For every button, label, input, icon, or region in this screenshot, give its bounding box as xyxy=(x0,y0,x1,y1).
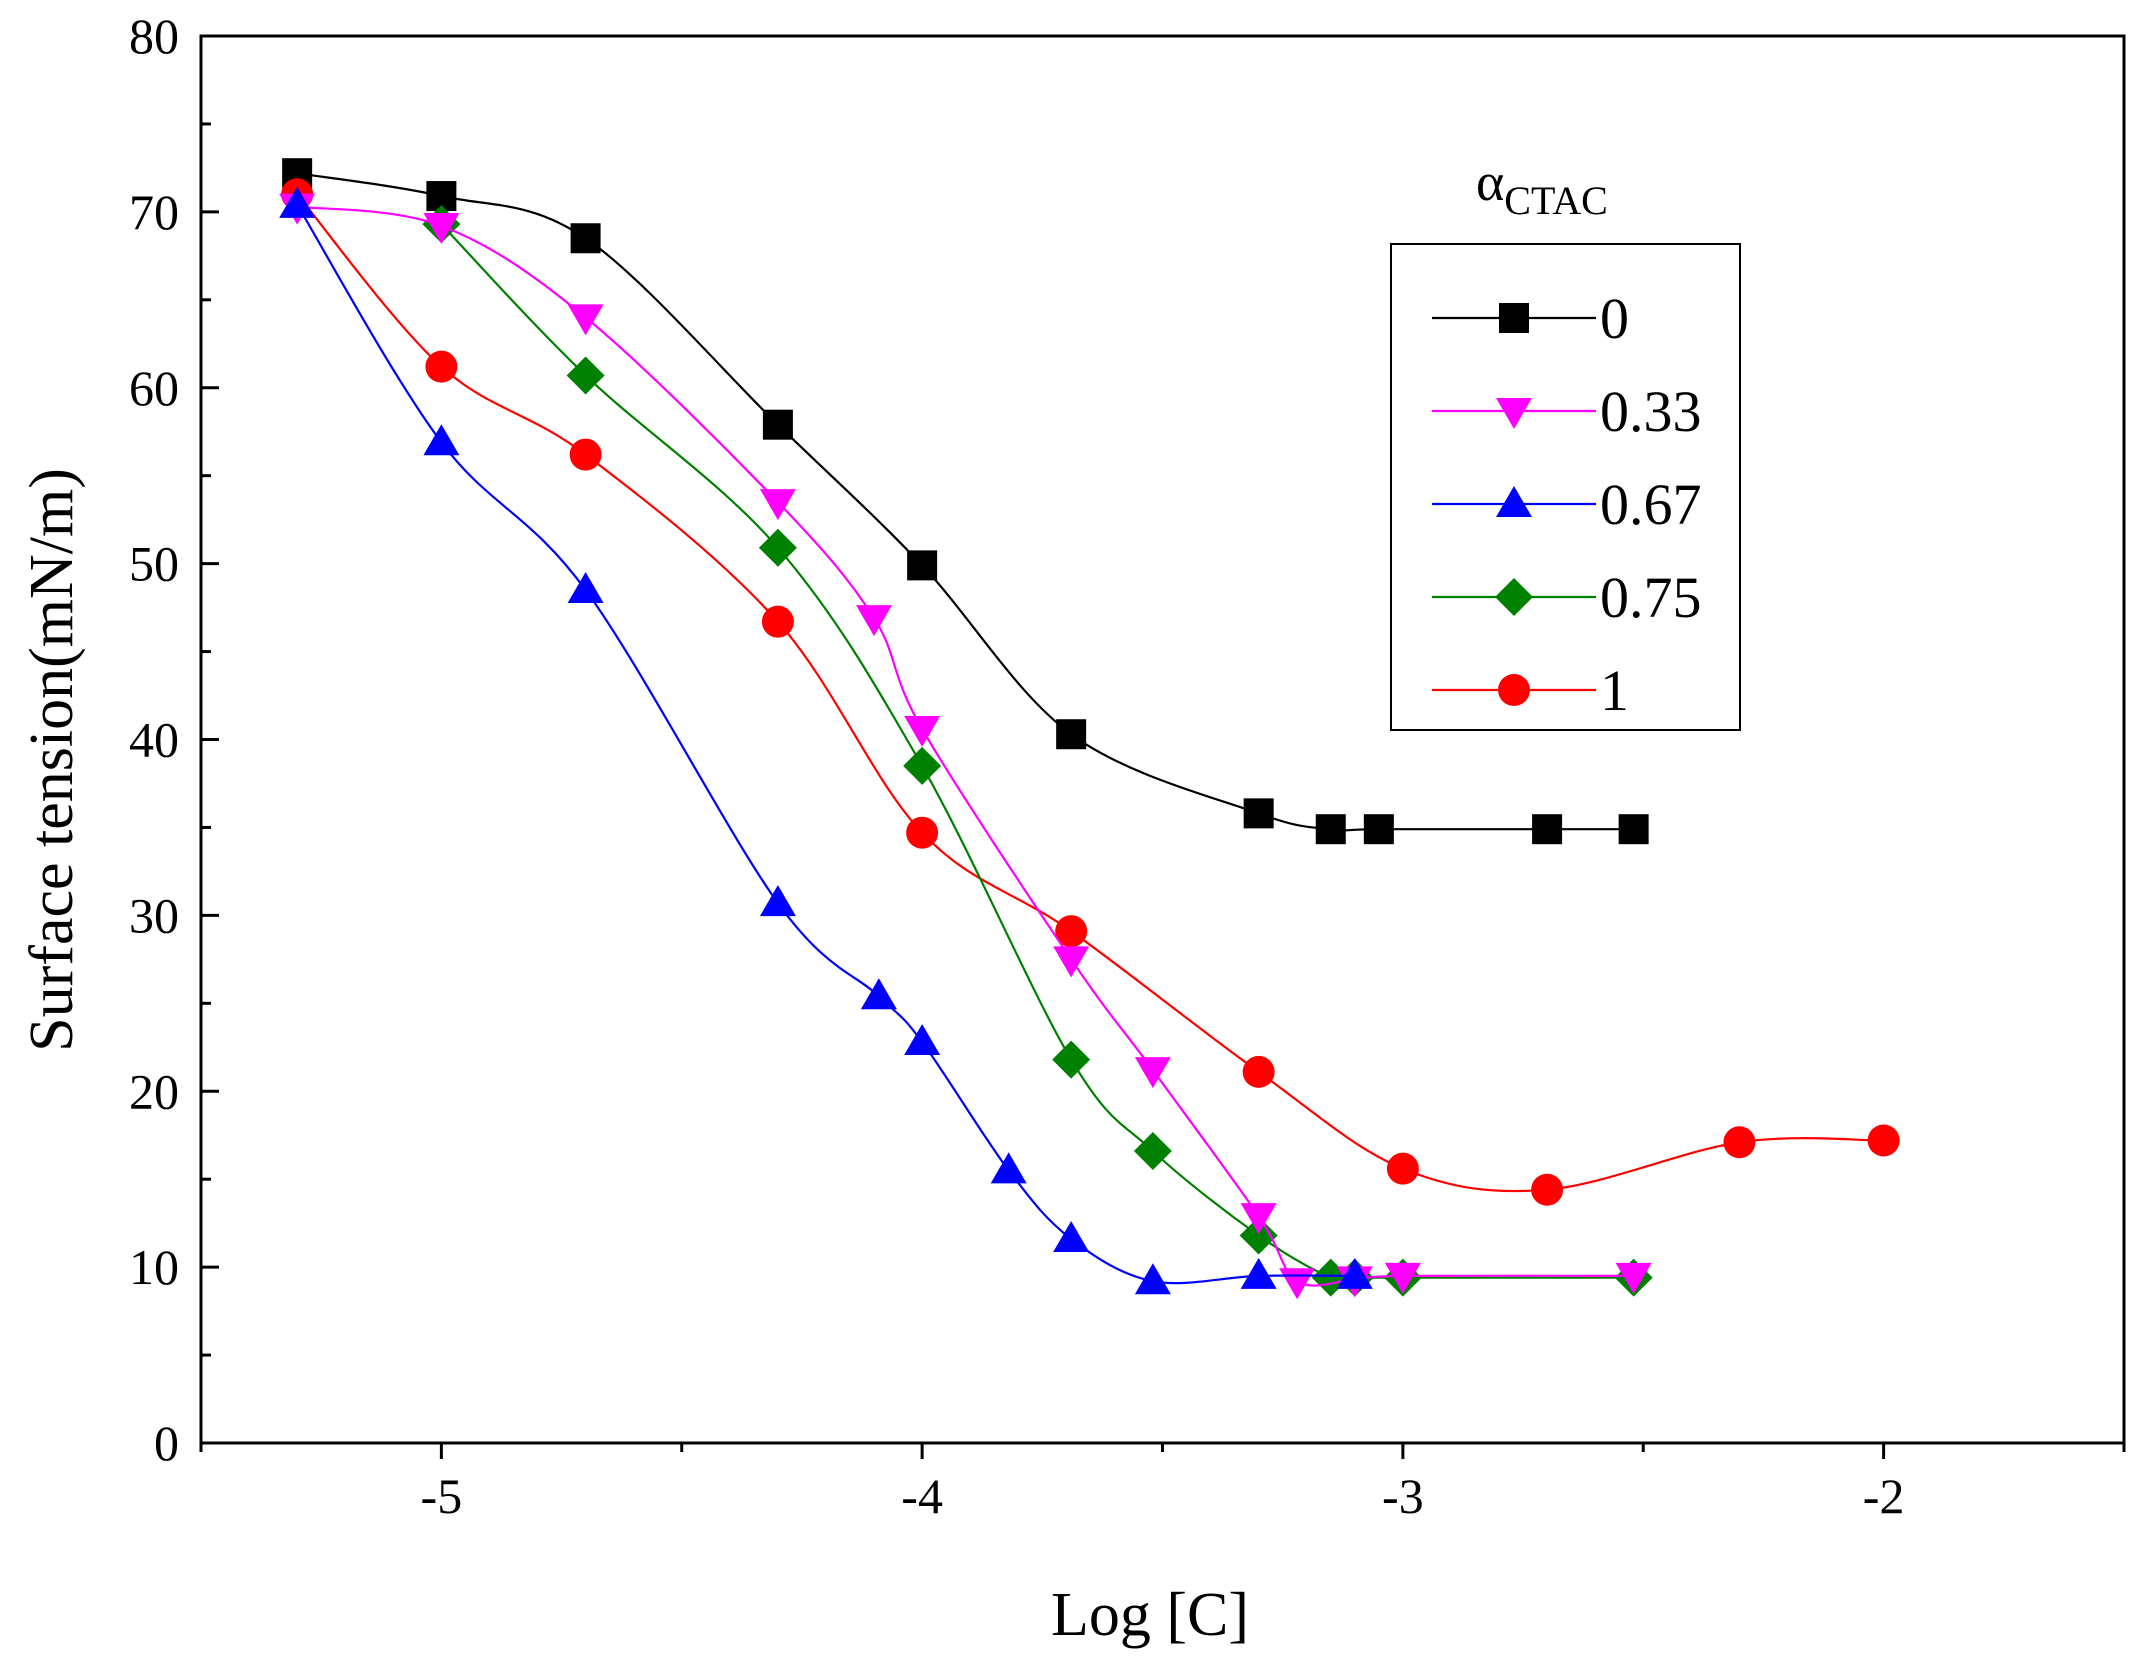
series-1-point xyxy=(1055,915,1088,948)
series-0_67-point xyxy=(567,572,604,604)
series-0_75-point xyxy=(903,746,942,785)
series-0_67-point xyxy=(1240,1257,1277,1289)
y-tick-label: 40 xyxy=(129,712,179,768)
series-1-point xyxy=(425,350,458,383)
x-axis: -5 -4 -3 -2 xyxy=(199,1443,2126,1524)
series-0-point xyxy=(1315,814,1346,845)
series-0_33-point xyxy=(423,212,460,244)
x-axis-title: Log [C] xyxy=(1051,1581,1249,1649)
series-0_67-point xyxy=(759,885,796,917)
series-0-point xyxy=(907,550,938,581)
legend-marker xyxy=(1498,674,1530,706)
legend-label: 0.67 xyxy=(1600,472,1702,537)
series-0_33-point xyxy=(1384,1262,1421,1294)
series-0-point xyxy=(1618,814,1649,845)
y-tick-label: 20 xyxy=(129,1063,179,1119)
series-0-point xyxy=(1363,814,1394,845)
legend-marker xyxy=(1495,578,1533,616)
series-0_33-point xyxy=(1240,1203,1277,1235)
legend-item-0: 0 xyxy=(1432,286,1629,351)
series-0-point xyxy=(1532,814,1563,845)
legend-item-1: 1 xyxy=(1432,658,1629,723)
series-0-point xyxy=(1056,719,1087,750)
series-1-point xyxy=(1531,1173,1564,1206)
y-axis: 0 10 20 30 40 50 60 70 80 xyxy=(129,8,219,1471)
series-0_67-point xyxy=(990,1152,1027,1184)
series-0_67 xyxy=(279,186,1373,1295)
legend-title-subscript: CTAC xyxy=(1504,178,1607,223)
legend-item-0_75: 0.75 xyxy=(1432,565,1702,630)
legend-label: 1 xyxy=(1600,658,1629,723)
series-0-point xyxy=(570,223,601,254)
legend-title-alpha: α xyxy=(1476,152,1504,212)
legend-item-0_67: 0.67 xyxy=(1432,472,1702,537)
legend-label: 0 xyxy=(1600,286,1629,351)
series-0_33-point xyxy=(1615,1262,1652,1294)
y-tick-label: 80 xyxy=(129,8,179,64)
series-1-point xyxy=(906,816,939,849)
legend-marker xyxy=(1496,398,1532,429)
series-0_33-point xyxy=(567,304,604,336)
series-0_67-point xyxy=(423,424,460,456)
y-tick-label: 0 xyxy=(154,1415,179,1471)
series-1-point xyxy=(761,605,794,638)
x-tick-label: -2 xyxy=(1863,1468,1905,1524)
series-0_75-point xyxy=(1052,1040,1091,1079)
y-tick-label: 30 xyxy=(129,887,179,943)
series-1-point xyxy=(1242,1055,1275,1088)
legend-title: αCTAC xyxy=(1476,152,1608,223)
x-tick-label: -3 xyxy=(1382,1468,1424,1524)
y-axis-title: Surface tension(mN/m) xyxy=(18,468,86,1052)
legend-marker xyxy=(1496,486,1532,517)
series-0_67-point xyxy=(1053,1220,1090,1252)
y-tick-label: 70 xyxy=(129,184,179,240)
legend-items: 0 0.33 0.67 0.75 1 xyxy=(1432,286,1702,723)
legend-box xyxy=(1390,243,1741,731)
legend-label: 0.33 xyxy=(1600,379,1702,444)
series-1-line xyxy=(296,193,1884,1193)
series-0_33-point xyxy=(1134,1057,1171,1089)
series-0-point xyxy=(762,409,793,440)
series-0-point xyxy=(1243,798,1274,829)
y-tick-label: 60 xyxy=(129,360,179,416)
series-0_75-point xyxy=(1133,1132,1172,1171)
legend-item-0_33: 0.33 xyxy=(1432,379,1702,444)
series-0_67-point xyxy=(279,186,316,218)
y-tick-label: 50 xyxy=(129,536,179,592)
series-0_75-point xyxy=(566,356,605,395)
series-0_67-point xyxy=(1336,1257,1373,1289)
legend: αCTAC 0 0.33 0.67 0.75 1 xyxy=(1390,152,1741,731)
series-1-point xyxy=(1723,1126,1756,1159)
legend-label: 0.75 xyxy=(1600,565,1702,630)
series-0_75-point xyxy=(1239,1216,1278,1255)
series-0_67-point xyxy=(860,978,897,1010)
series-layer xyxy=(279,158,1900,1300)
x-tick-label: -4 xyxy=(901,1468,943,1524)
series-0_33-point xyxy=(1053,946,1090,978)
series-0_67-point xyxy=(904,1024,941,1056)
series-0_33-point xyxy=(759,489,796,521)
series-0_33 xyxy=(279,193,1652,1300)
y-tick-label: 10 xyxy=(129,1239,179,1295)
series-1-point xyxy=(569,438,602,471)
series-1-point xyxy=(1867,1124,1900,1157)
x-tick-label: -5 xyxy=(421,1468,463,1524)
series-0_33-point xyxy=(904,715,941,747)
series-0_33-point xyxy=(856,605,893,637)
series-0_67-point xyxy=(1134,1263,1171,1295)
legend-marker xyxy=(1499,303,1529,333)
series-1-point xyxy=(1386,1152,1419,1185)
series-0_75-point xyxy=(758,528,797,567)
